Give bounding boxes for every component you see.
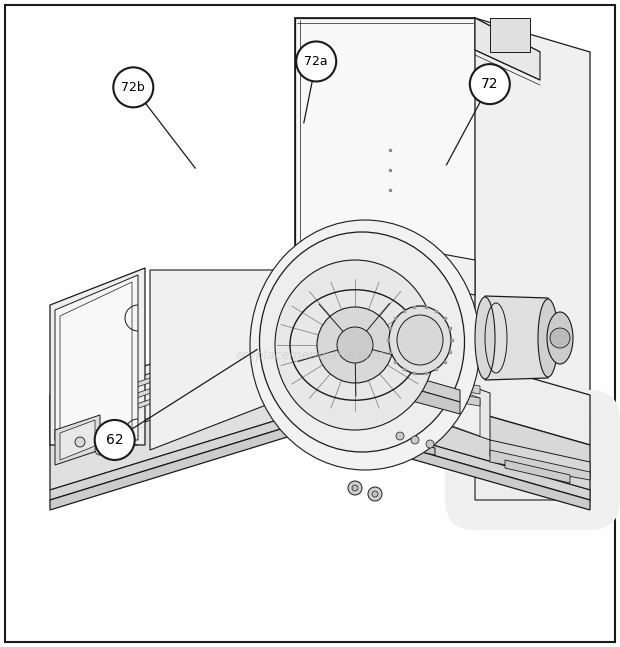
FancyBboxPatch shape	[445, 390, 620, 530]
Circle shape	[541, 323, 555, 337]
Polygon shape	[475, 18, 590, 500]
Polygon shape	[50, 420, 590, 510]
Ellipse shape	[260, 232, 464, 452]
Polygon shape	[370, 295, 392, 436]
Ellipse shape	[538, 299, 558, 377]
Text: 72: 72	[481, 77, 498, 91]
Circle shape	[337, 327, 373, 363]
Circle shape	[470, 64, 510, 104]
Polygon shape	[60, 420, 95, 460]
Circle shape	[75, 437, 85, 447]
Text: 72b: 72b	[122, 81, 145, 94]
Circle shape	[530, 312, 566, 348]
Polygon shape	[485, 296, 548, 380]
Circle shape	[550, 328, 570, 348]
Circle shape	[411, 436, 419, 444]
Polygon shape	[490, 450, 590, 480]
Circle shape	[296, 41, 336, 82]
Polygon shape	[55, 415, 100, 465]
Text: 62: 62	[106, 433, 123, 447]
Polygon shape	[505, 460, 570, 483]
Circle shape	[352, 485, 358, 491]
Polygon shape	[310, 370, 480, 406]
Polygon shape	[295, 240, 475, 305]
Ellipse shape	[475, 297, 495, 379]
Polygon shape	[150, 270, 310, 450]
Polygon shape	[50, 365, 310, 490]
Polygon shape	[390, 370, 460, 402]
Polygon shape	[90, 348, 308, 422]
Polygon shape	[310, 358, 480, 394]
Polygon shape	[50, 410, 590, 500]
Polygon shape	[94, 336, 312, 410]
Circle shape	[372, 491, 378, 497]
Circle shape	[368, 487, 382, 501]
Circle shape	[348, 481, 362, 495]
Circle shape	[317, 307, 393, 383]
Polygon shape	[475, 18, 540, 80]
Ellipse shape	[397, 315, 443, 365]
Polygon shape	[295, 18, 475, 388]
Circle shape	[426, 440, 434, 448]
Polygon shape	[475, 460, 590, 500]
Text: ereplacementparts.com: ereplacementparts.com	[235, 349, 385, 362]
Polygon shape	[80, 332, 480, 441]
Ellipse shape	[275, 260, 435, 430]
Polygon shape	[330, 416, 430, 452]
Circle shape	[396, 432, 404, 440]
Polygon shape	[50, 268, 145, 445]
Polygon shape	[490, 440, 590, 478]
Polygon shape	[50, 315, 590, 445]
Polygon shape	[55, 275, 138, 440]
Ellipse shape	[547, 312, 573, 364]
Polygon shape	[390, 382, 460, 414]
Text: 72a: 72a	[304, 55, 328, 68]
Polygon shape	[70, 325, 490, 447]
Polygon shape	[97, 324, 315, 398]
Ellipse shape	[389, 306, 451, 374]
Polygon shape	[490, 18, 530, 52]
Circle shape	[95, 420, 135, 460]
Ellipse shape	[250, 220, 480, 470]
Circle shape	[113, 67, 153, 107]
Polygon shape	[60, 282, 132, 435]
Polygon shape	[325, 424, 435, 455]
Polygon shape	[310, 365, 590, 490]
Circle shape	[95, 445, 105, 455]
